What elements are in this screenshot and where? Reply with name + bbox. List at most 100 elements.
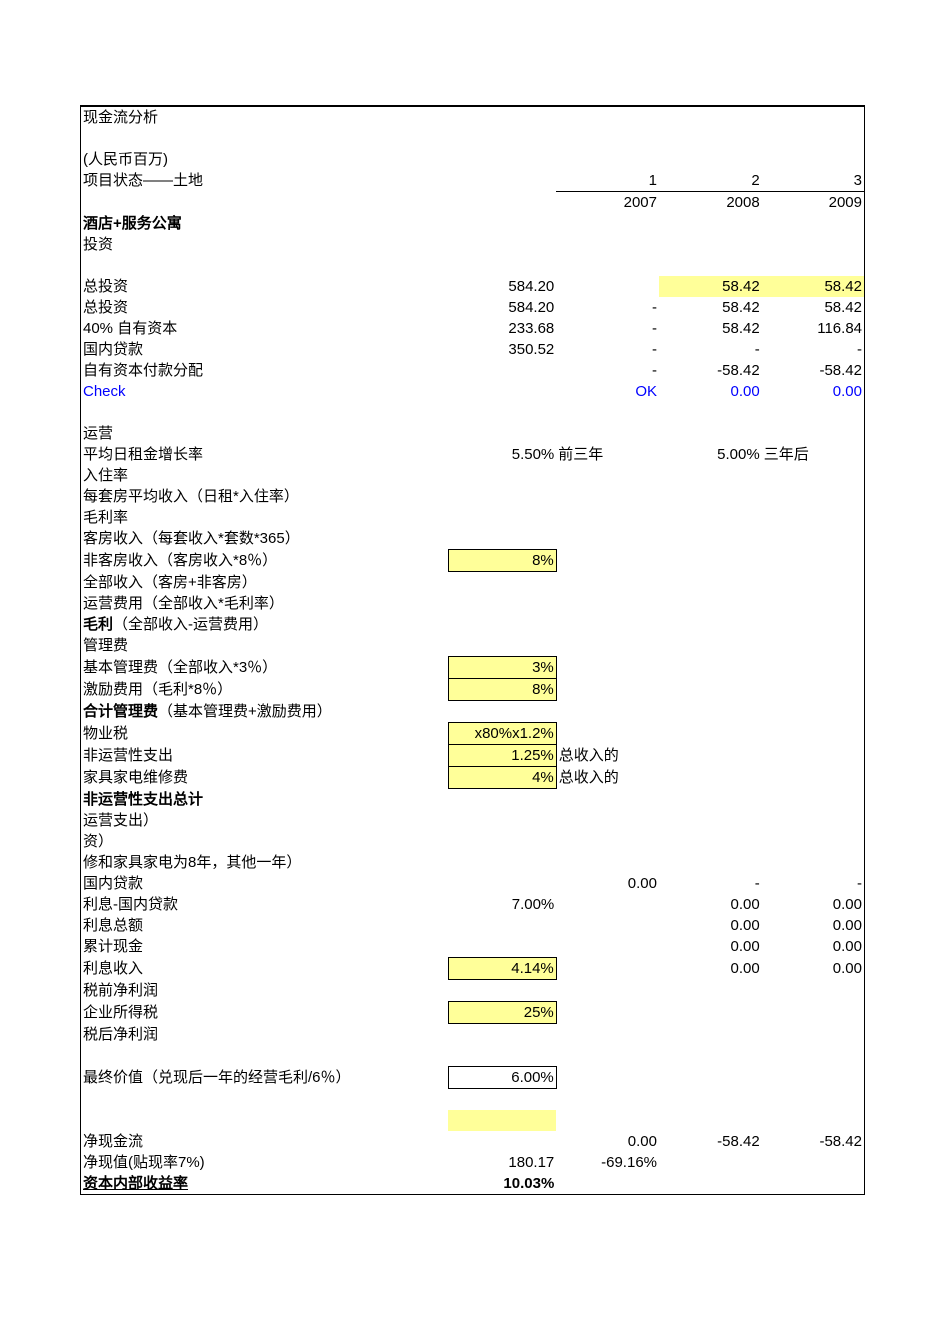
spacer bbox=[81, 255, 449, 276]
row-incentive: 激励费用（毛利*8％） bbox=[81, 679, 449, 701]
unit: (人民币百万) bbox=[83, 151, 168, 168]
cashflow-table: 现金流分析 (人民币百万) 项目状态——土地 1 2 3 2007 2008 2… bbox=[80, 105, 865, 1195]
row-nonroom: 非客房收入（客房收入*8％） bbox=[81, 550, 449, 572]
val-npv-y1: -69.16% bbox=[556, 1152, 659, 1173]
row-rev-per-room: 每套房平均收入（日租*入住率） bbox=[81, 486, 449, 507]
val-ffe-pct: 4% bbox=[448, 767, 556, 789]
row-nonop-exp: 非运营性支出 bbox=[81, 745, 449, 767]
val-check-y1: OK bbox=[556, 381, 659, 402]
unit-cell: (人民币百万) bbox=[81, 149, 865, 170]
val-alloc-y3: -58.42 bbox=[762, 360, 865, 381]
val-loan-total: 350.52 bbox=[448, 339, 556, 360]
row-adr: 平均日租金增长率 bbox=[81, 444, 449, 465]
status-cell: 项目状态——土地 bbox=[81, 170, 449, 192]
val-alloc-y2: -58.42 bbox=[659, 360, 762, 381]
val-nonroom-pct: 8% bbox=[448, 550, 556, 572]
spacer bbox=[81, 1110, 449, 1131]
tm-tail: （基本管理费+激励费用） bbox=[158, 703, 332, 720]
idx-2: 2 bbox=[659, 170, 762, 192]
val-loan2-y1: 0.00 bbox=[556, 873, 659, 894]
title: 现金流分析 bbox=[83, 109, 158, 126]
row-total-inv: 总投资 bbox=[81, 276, 449, 297]
row-cit: 企业所得税 bbox=[81, 1002, 449, 1024]
val-eq-y2: 58.42 bbox=[659, 318, 762, 339]
gp-bold: 毛利 bbox=[83, 616, 113, 633]
row-op-cost: 运营费用（全部收入*毛利率） bbox=[81, 593, 449, 614]
val-inv-y2: 58.42 bbox=[659, 276, 762, 297]
row-capital: 资） bbox=[81, 831, 449, 852]
spacer bbox=[81, 402, 449, 423]
gp-tail: （全部收入-运营费用） bbox=[113, 616, 268, 633]
val-intloan-y3: 0.00 bbox=[762, 894, 865, 915]
idx-1: 1 bbox=[556, 170, 659, 192]
row-loan: 国内贷款 bbox=[81, 339, 449, 360]
val-adr-growth: 5.50% bbox=[448, 444, 556, 465]
row-int-total: 利息总额 bbox=[81, 915, 449, 936]
row-ncf: 净现金流 bbox=[81, 1131, 449, 1152]
val-irr: 10.03% bbox=[448, 1173, 556, 1195]
spacer bbox=[81, 128, 865, 149]
spacer bbox=[81, 1089, 449, 1111]
val-loan2-y3: - bbox=[762, 873, 865, 894]
row-total-inv2: 总投资 bbox=[81, 297, 449, 318]
val-base-mgmt: 3% bbox=[448, 657, 556, 679]
row-nonop-total: 非运营性支出总计 bbox=[81, 789, 449, 811]
adr-first: 前三年 bbox=[556, 444, 659, 465]
val-inv2-y1: - bbox=[556, 297, 659, 318]
row-base-mgmt: 基本管理费（全部收入*3％） bbox=[81, 657, 449, 679]
row-terminal: 最终价值（兑现后一年的经营毛利/6％） bbox=[81, 1067, 449, 1089]
val-ncf-y3: -58.42 bbox=[762, 1131, 865, 1152]
row-npv: 净现值(贴现率7%) bbox=[81, 1152, 449, 1173]
row-prop-tax: 物业税 bbox=[81, 723, 449, 745]
year-3: 2009 bbox=[762, 192, 865, 214]
year-2: 2008 bbox=[659, 192, 762, 214]
val-loan-y3: - bbox=[762, 339, 865, 360]
val-ncf-y2: -58.42 bbox=[659, 1131, 762, 1152]
row-gross-margin: 毛利率 bbox=[81, 507, 449, 528]
year-1: 2007 bbox=[556, 192, 659, 214]
val-ncf-y1: 0.00 bbox=[556, 1131, 659, 1152]
section-hotel: 酒店+服务公寓 bbox=[81, 213, 449, 234]
val-cum-y3: 0.00 bbox=[762, 936, 865, 958]
val-cum-y2: 0.00 bbox=[659, 936, 762, 958]
val-inttot-y3: 0.00 bbox=[762, 915, 865, 936]
row-aftertax: 税后净利润 bbox=[81, 1024, 449, 1046]
val-intinc-y3: 0.00 bbox=[762, 958, 865, 980]
val-check-y2: 0.00 bbox=[659, 381, 762, 402]
row-occ: 入住率 bbox=[81, 465, 449, 486]
row-irr: 资本内部收益率 bbox=[81, 1173, 449, 1195]
val-inv2-y2: 58.42 bbox=[659, 297, 762, 318]
spacer bbox=[81, 1045, 449, 1067]
val-check-y3: 0.00 bbox=[762, 381, 865, 402]
val-eq-total: 233.68 bbox=[448, 318, 556, 339]
val-intloan-y2: 0.00 bbox=[659, 894, 762, 915]
row-total-mgmt: 合计管理费（基本管理费+激励费用） bbox=[81, 701, 449, 723]
row-total-rev: 全部收入（客房+非客房） bbox=[81, 572, 449, 594]
row-check: Check bbox=[81, 381, 449, 402]
page: 现金流分析 (人民币百万) 项目状态——土地 1 2 3 2007 2008 2… bbox=[0, 0, 945, 1337]
val-terminal: 6.00% bbox=[448, 1067, 556, 1089]
row-gross-profit: 毛利（全部收入-运营费用） bbox=[81, 614, 449, 635]
row-dep-note: 修和家具家电为8年，其他一年） bbox=[81, 852, 449, 873]
val-intinc-y2: 0.00 bbox=[659, 958, 762, 980]
row-equity: 40% 自有资本 bbox=[81, 318, 449, 339]
row-loan2: 国内贷款 bbox=[81, 873, 449, 894]
row-op-expend: 运营支出） bbox=[81, 810, 449, 831]
row-equity-alloc: 自有资本付款分配 bbox=[81, 360, 449, 381]
val-inv-total: 584.20 bbox=[448, 276, 556, 297]
val-loan-y1: - bbox=[556, 339, 659, 360]
val-eq-y3: 116.84 bbox=[762, 318, 865, 339]
idx-3: 3 bbox=[762, 170, 865, 192]
val-npv: 180.17 bbox=[448, 1152, 556, 1173]
row-ffe: 家具家电维修费 bbox=[81, 767, 449, 789]
val-inttot-y2: 0.00 bbox=[659, 915, 762, 936]
status: 项目状态——土地 bbox=[83, 172, 203, 189]
val-inv2-total: 584.20 bbox=[448, 297, 556, 318]
section-invest: 投资 bbox=[81, 234, 449, 255]
val-incentive: 8% bbox=[448, 679, 556, 701]
tm-bold: 合计管理费 bbox=[83, 703, 158, 720]
val-adr-after: 5.00% bbox=[659, 444, 762, 465]
nonop-tail: 总收入的 bbox=[556, 745, 659, 767]
val-inv-y3: 58.42 bbox=[762, 276, 865, 297]
val-cit-rate: 25% bbox=[448, 1002, 556, 1024]
